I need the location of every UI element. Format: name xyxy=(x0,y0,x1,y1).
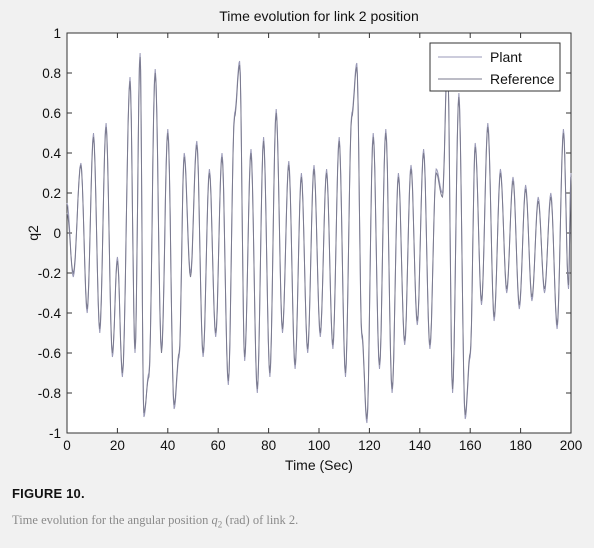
legend-box xyxy=(429,42,561,92)
plot-background xyxy=(66,32,572,434)
y-tick-label: 0.8 xyxy=(42,66,61,81)
x-tick-label: 140 xyxy=(409,438,432,453)
x-tick-label: 40 xyxy=(160,438,175,453)
x-tick-label: 0 xyxy=(63,438,71,453)
x-tick-label: 80 xyxy=(261,438,276,453)
y-tick-label: -0.8 xyxy=(38,386,61,401)
x-tick-label: 160 xyxy=(459,438,482,453)
caption-subscript: 2 xyxy=(217,519,223,530)
caption-variable: q xyxy=(211,513,218,527)
x-tick-label: 60 xyxy=(211,438,226,453)
y-axis-label: q2 xyxy=(25,225,41,241)
axis-ticks: 0 20 40 60 80 100 120 140 160 180 200 -1 -0.8 -0.6 -0.… xyxy=(38,26,583,453)
legend-label: Plant xyxy=(490,49,522,65)
y-tick-label: -1 xyxy=(49,426,61,441)
caption-text-after: (rad) of link 2. xyxy=(222,513,299,527)
legend: Plant Reference xyxy=(429,42,561,92)
y-tick-label: 0.2 xyxy=(42,186,61,201)
y-tick-label: 0.6 xyxy=(42,106,61,121)
x-tick-label: 120 xyxy=(358,438,381,453)
y-tick-label: -0.2 xyxy=(38,266,61,281)
figure-caption-text: Time evolution for the angular position … xyxy=(12,513,298,530)
series-line-reference xyxy=(66,56,572,420)
x-tick-label: 100 xyxy=(308,438,331,453)
legend-label: Reference xyxy=(490,71,555,87)
line-chart: Time evolution for link 2 position Time … xyxy=(25,8,583,473)
x-tick-label: 200 xyxy=(560,438,583,453)
x-tick-label: 20 xyxy=(110,438,125,453)
y-tick-label: -0.6 xyxy=(38,346,61,361)
y-tick-label: -0.4 xyxy=(38,306,62,321)
series-lines xyxy=(66,52,572,424)
figure-caption-heading: FIGURE 10. xyxy=(12,486,85,501)
caption-text-before: Time evolution for the angular position xyxy=(12,513,212,527)
plot-area: Time evolution for link 2 position Time … xyxy=(25,8,583,473)
x-axis-label: Time (Sec) xyxy=(285,457,353,473)
y-tick-label: 0 xyxy=(53,226,61,241)
y-tick-label: 1 xyxy=(53,26,61,41)
x-tick-label: 180 xyxy=(509,438,532,453)
y-tick-label: 0.4 xyxy=(42,146,61,161)
chart-title: Time evolution for link 2 position xyxy=(219,8,418,24)
